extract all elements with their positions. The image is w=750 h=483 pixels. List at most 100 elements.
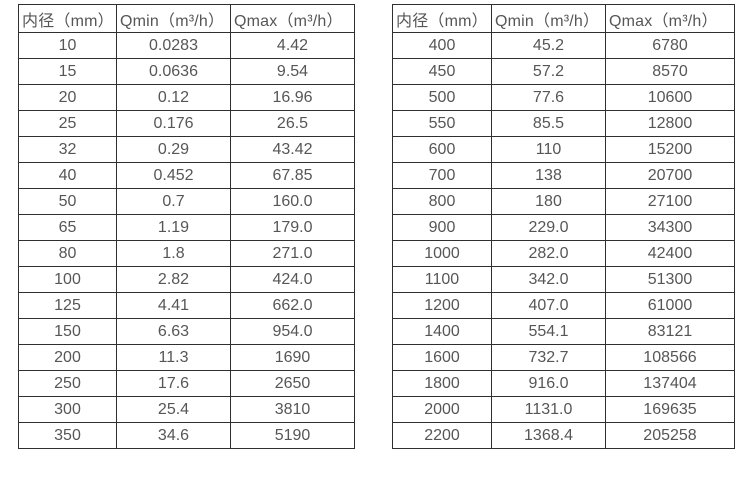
table-row: 200 11.3 1690 bbox=[18, 344, 355, 371]
table-cell: 110 bbox=[491, 136, 606, 163]
table-cell: 100 bbox=[18, 266, 117, 293]
table-cell: 250 bbox=[18, 370, 117, 397]
table-row: 32 0.29 43.42 bbox=[18, 136, 355, 163]
table-cell: 916.0 bbox=[491, 370, 606, 397]
table-row: 25 0.176 26.5 bbox=[18, 110, 355, 137]
table-cell: 1690 bbox=[230, 344, 355, 371]
table-cell: 85.5 bbox=[491, 110, 606, 137]
header-qmax: Qmax（m³/h） bbox=[605, 4, 735, 33]
table-cell: 150 bbox=[18, 318, 117, 345]
table-cell: 15 bbox=[18, 58, 117, 85]
table-cell: 40 bbox=[18, 162, 117, 189]
table-cell: 600 bbox=[392, 136, 492, 163]
table-cell: 20 bbox=[18, 84, 117, 111]
table-cell: 1.8 bbox=[116, 240, 231, 267]
table-row: 15 0.0636 9.54 bbox=[18, 58, 355, 85]
table-cell: 500 bbox=[392, 84, 492, 111]
table-cell: 138 bbox=[491, 162, 606, 189]
table-row: 1400 554.1 83121 bbox=[392, 318, 735, 345]
table-cell: 12800 bbox=[605, 110, 735, 137]
header-inner-diameter: 内径（mm） bbox=[392, 4, 492, 33]
table-cell: 1800 bbox=[392, 370, 492, 397]
table-row: 20 0.12 16.96 bbox=[18, 84, 355, 111]
table-cell: 700 bbox=[392, 162, 492, 189]
table-cell: 2.82 bbox=[116, 266, 231, 293]
header-row: 内径（mm） Qmin（m³/h） Qmax（m³/h） bbox=[18, 4, 355, 33]
table-cell: 137404 bbox=[605, 370, 735, 397]
table-cell: 554.1 bbox=[491, 318, 606, 345]
table-cell: 407.0 bbox=[491, 292, 606, 319]
table-cell: 0.29 bbox=[116, 136, 231, 163]
header-row: 内径（mm） Qmin（m³/h） Qmax（m³/h） bbox=[392, 4, 735, 33]
table-cell: 900 bbox=[392, 214, 492, 241]
table-cell: 61000 bbox=[605, 292, 735, 319]
table-row: 400 45.2 6780 bbox=[392, 32, 735, 59]
table-row: 2200 1368.4 205258 bbox=[392, 422, 735, 449]
table-cell: 9.54 bbox=[230, 58, 355, 85]
table-cell: 15200 bbox=[605, 136, 735, 163]
table-cell: 662.0 bbox=[230, 292, 355, 319]
table-cell: 2650 bbox=[230, 370, 355, 397]
table-cell: 271.0 bbox=[230, 240, 355, 267]
table-row: 250 17.6 2650 bbox=[18, 370, 355, 397]
table-cell: 180 bbox=[491, 188, 606, 215]
table-cell: 732.7 bbox=[491, 344, 606, 371]
table-cell: 800 bbox=[392, 188, 492, 215]
table-cell: 57.2 bbox=[491, 58, 606, 85]
table-row: 1800 916.0 137404 bbox=[392, 370, 735, 397]
table-cell: 1400 bbox=[392, 318, 492, 345]
table-cell: 10 bbox=[18, 32, 117, 59]
table-cell: 108566 bbox=[605, 344, 735, 371]
table-cell: 83121 bbox=[605, 318, 735, 345]
table-row: 125 4.41 662.0 bbox=[18, 292, 355, 319]
table-cell: 51300 bbox=[605, 266, 735, 293]
table-cell: 205258 bbox=[605, 422, 735, 449]
table-row: 300 25.4 3810 bbox=[18, 396, 355, 423]
table-cell: 300 bbox=[18, 396, 117, 423]
header-inner-diameter: 内径（mm） bbox=[18, 4, 117, 33]
table-row: 1600 732.7 108566 bbox=[392, 344, 735, 371]
table-cell: 25.4 bbox=[116, 396, 231, 423]
table-cell: 43.42 bbox=[230, 136, 355, 163]
table-cell: 550 bbox=[392, 110, 492, 137]
table-cell: 1000 bbox=[392, 240, 492, 267]
table-row: 1200 407.0 61000 bbox=[392, 292, 735, 319]
table-row: 500 77.6 10600 bbox=[392, 84, 735, 111]
table-cell: 10600 bbox=[605, 84, 735, 111]
table-cell: 20700 bbox=[605, 162, 735, 189]
table-cell: 125 bbox=[18, 292, 117, 319]
table-cell: 1368.4 bbox=[491, 422, 606, 449]
table-cell: 17.6 bbox=[116, 370, 231, 397]
table-row: 1000 282.0 42400 bbox=[392, 240, 735, 267]
table-cell: 4.42 bbox=[230, 32, 355, 59]
table-cell: 0.0283 bbox=[116, 32, 231, 59]
header-qmin: Qmin（m³/h） bbox=[116, 4, 231, 33]
table-cell: 400 bbox=[392, 32, 492, 59]
table-cell: 160.0 bbox=[230, 188, 355, 215]
table-cell: 6.63 bbox=[116, 318, 231, 345]
table-cell: 50 bbox=[18, 188, 117, 215]
table-cell: 4.41 bbox=[116, 292, 231, 319]
table-row: 100 2.82 424.0 bbox=[18, 266, 355, 293]
table-cell: 6780 bbox=[605, 32, 735, 59]
table-cell: 11.3 bbox=[116, 344, 231, 371]
table-cell: 77.6 bbox=[491, 84, 606, 111]
table-cell: 2000 bbox=[392, 396, 492, 423]
table-row: 800 180 27100 bbox=[392, 188, 735, 215]
table-row: 65 1.19 179.0 bbox=[18, 214, 355, 241]
table-cell: 65 bbox=[18, 214, 117, 241]
table-cell: 450 bbox=[392, 58, 492, 85]
table-cell: 32 bbox=[18, 136, 117, 163]
table-cell: 5190 bbox=[230, 422, 355, 449]
table-cell: 42400 bbox=[605, 240, 735, 267]
table-cell: 0.176 bbox=[116, 110, 231, 137]
table-row: 700 138 20700 bbox=[392, 162, 735, 189]
table-cell: 34300 bbox=[605, 214, 735, 241]
table-cell: 26.5 bbox=[230, 110, 355, 137]
table-cell: 1100 bbox=[392, 266, 492, 293]
table-cell: 424.0 bbox=[230, 266, 355, 293]
table-row: 600 110 15200 bbox=[392, 136, 735, 163]
header-qmax: Qmax（m³/h） bbox=[230, 4, 355, 33]
table-cell: 16.96 bbox=[230, 84, 355, 111]
